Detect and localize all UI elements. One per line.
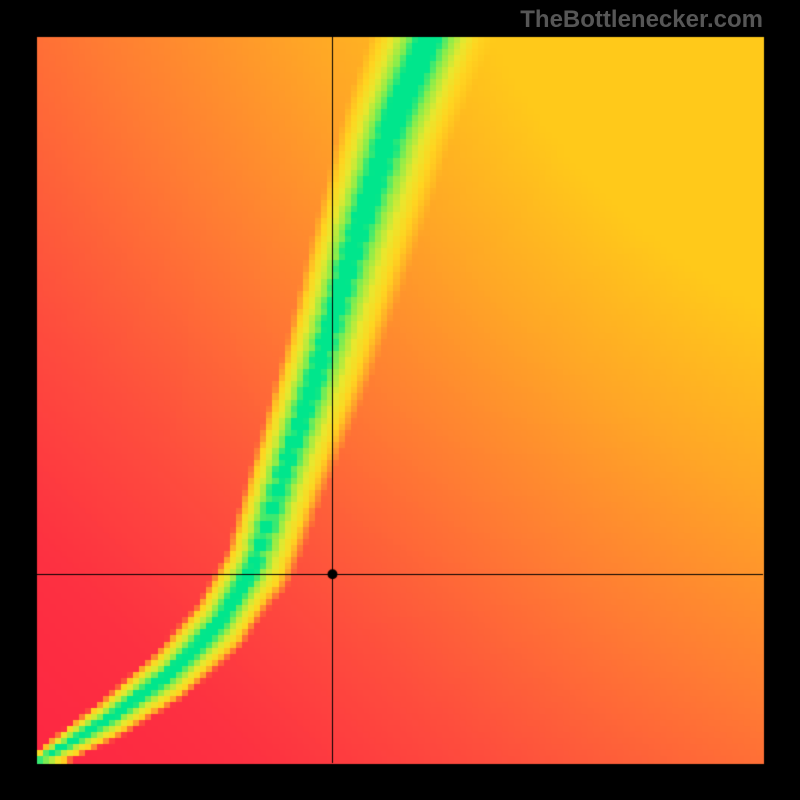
heatmap-plot [0, 0, 800, 800]
watermark-text: TheBottlenecker.com [520, 6, 763, 34]
